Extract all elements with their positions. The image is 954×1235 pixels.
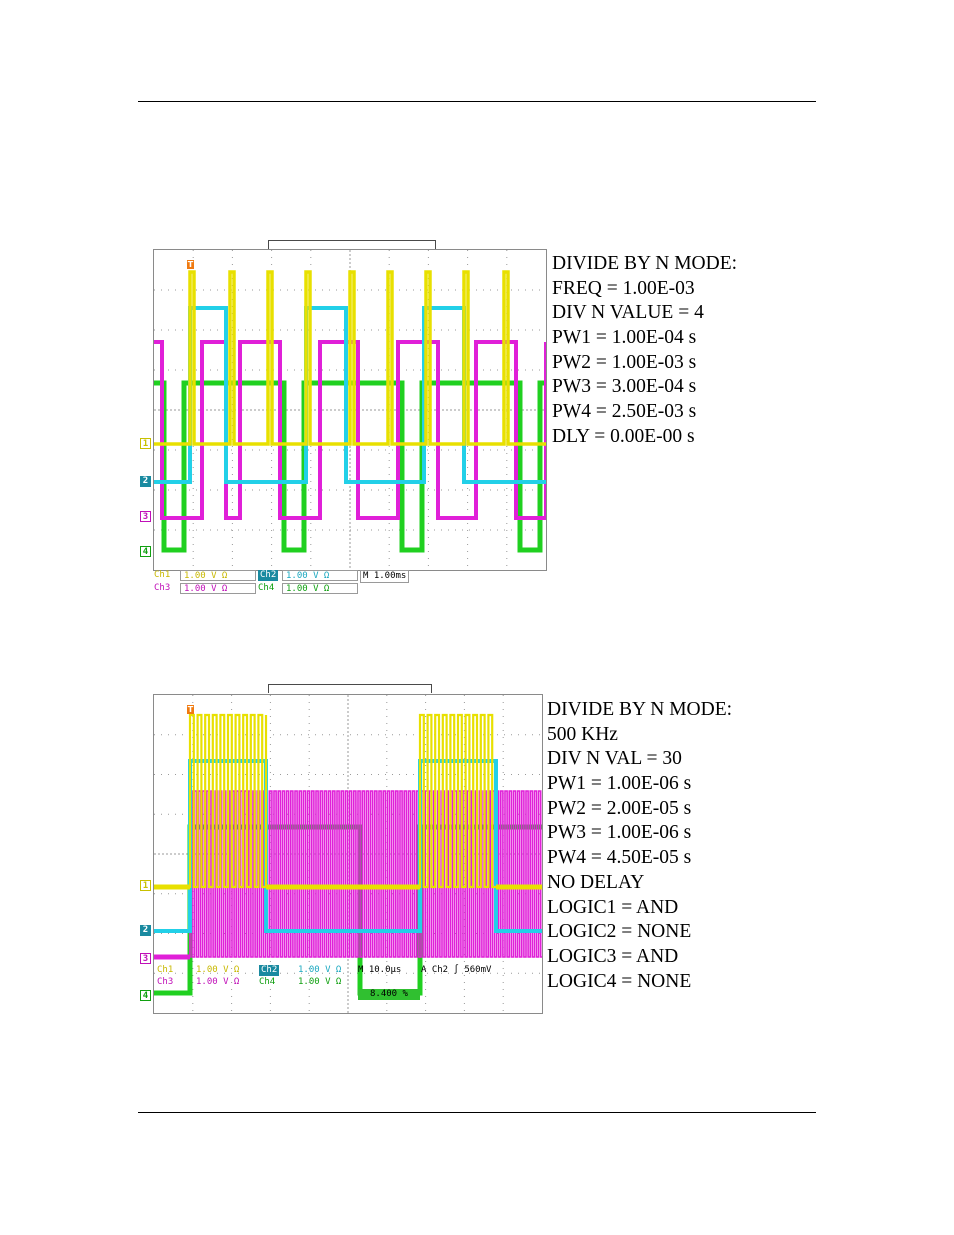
ch2-label: Ch2 xyxy=(258,570,279,581)
spec-line: DIVIDE BY N MODE: xyxy=(552,253,738,274)
channel-4-marker: 4 xyxy=(140,990,151,1001)
ch2-scale: 1.00 V Ω xyxy=(298,965,342,975)
ch1-scale: 1.00 V Ω xyxy=(196,965,240,975)
channel-2-marker: 2 xyxy=(140,476,151,487)
ch4-scale: 1.00 V Ω xyxy=(298,977,342,987)
ch3-scale: 1.00 V Ω xyxy=(180,583,256,594)
trigger-position-icon: T xyxy=(187,705,194,714)
spec-line: LOGIC1 = AND xyxy=(547,896,679,918)
channel-3-marker: 3 xyxy=(140,511,151,522)
channel-4-marker: 4 xyxy=(140,546,151,557)
spec-line: PW4 = 2.50E-03 s xyxy=(552,401,697,423)
spec-line: PW1 = 1.00E-04 s xyxy=(552,327,697,349)
channel-3-marker: 3 xyxy=(140,953,151,964)
ch4-label: Ch4 xyxy=(258,583,275,593)
trigger-position-icon: T xyxy=(187,260,194,269)
spec-line: DLY = 0.00E-00 s xyxy=(552,425,695,447)
channel-1-marker: 1 xyxy=(140,880,151,891)
spec-line: NO DELAY xyxy=(547,871,645,893)
spec-line: DIVIDE BY N MODE: xyxy=(547,699,733,720)
channel-1-marker: 1 xyxy=(140,438,151,449)
ch1-scale: 1.00 V Ω xyxy=(180,570,256,581)
timebase: M 1.00ms xyxy=(360,570,410,583)
spec-line: DIV N VALUE = 4 xyxy=(552,302,704,324)
spec-line: PW4 = 4.50E-05 s xyxy=(547,847,692,869)
channel-2-marker: 2 xyxy=(140,925,151,936)
footer-rule xyxy=(138,1112,816,1113)
ch2-scale: 1.00 V Ω xyxy=(282,570,358,581)
spec-line: 500 KHz xyxy=(547,723,618,745)
scope-screen-2: T xyxy=(153,694,543,1014)
spec-line: PW2 = 1.00E-03 s xyxy=(552,351,697,373)
spec-line: PW1 = 1.00E-06 s xyxy=(547,773,692,795)
waveform-plot-1 xyxy=(154,250,546,570)
ch1-label: Ch1 xyxy=(157,965,174,975)
scope-screen-1: T xyxy=(153,249,547,571)
ch4-scale: 1.00 V Ω xyxy=(282,583,358,594)
header-rule xyxy=(138,101,816,102)
ch3-label: Ch3 xyxy=(154,583,171,593)
trigger-position: 8.400 % xyxy=(358,989,420,1000)
timebase: M 10.0µs xyxy=(358,965,402,975)
ch2-label: Ch2 xyxy=(259,965,280,976)
channel-1-trace xyxy=(154,713,542,889)
record-bar xyxy=(268,684,432,693)
record-bar xyxy=(268,240,436,249)
ch4-label: Ch4 xyxy=(259,977,276,987)
channel-3-trace xyxy=(154,790,542,958)
trigger-readout: A Ch2 ∫ 560mV xyxy=(421,965,492,975)
spec-list-2: DIVIDE BY N MODE: 500 KHz DIV N VAL = 30… xyxy=(547,698,732,994)
spec-line: PW3 = 3.00E-04 s xyxy=(552,376,697,398)
spec-line: LOGIC2 = NONE xyxy=(547,921,692,943)
channel-1-trace xyxy=(154,270,546,446)
spec-line: PW3 = 1.00E-06 s xyxy=(547,822,692,844)
spec-line: LOGIC4 = NONE xyxy=(547,970,692,992)
ch3-label: Ch3 xyxy=(157,977,174,987)
ch3-scale: 1.00 V Ω xyxy=(196,977,240,987)
spec-line: PW2 = 2.00E-05 s xyxy=(547,797,692,819)
waveform-plot-2 xyxy=(154,695,542,1013)
spec-line: LOGIC3 = AND xyxy=(547,945,679,967)
ch1-label: Ch1 xyxy=(154,570,171,580)
channel-2-trace xyxy=(154,306,546,484)
channel-3-trace xyxy=(154,340,546,520)
spec-line: FREQ = 1.00E-03 xyxy=(552,277,695,299)
spec-list-1: DIVIDE BY N MODE: FREQ = 1.00E-03 DIV N … xyxy=(552,252,737,450)
spec-line: DIV N VAL = 30 xyxy=(547,748,682,770)
